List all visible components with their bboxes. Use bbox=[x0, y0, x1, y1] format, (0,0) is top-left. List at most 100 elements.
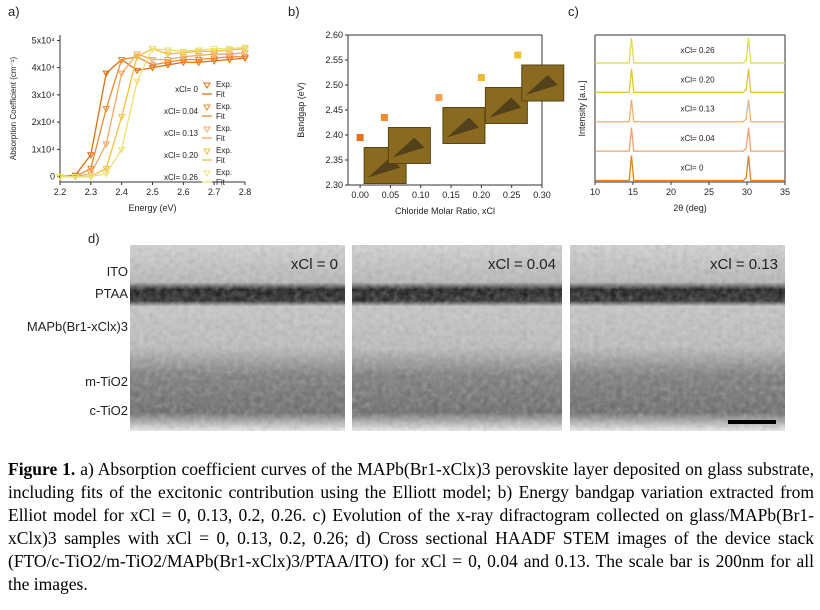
series-label: xCl= 0 bbox=[681, 164, 704, 173]
legend-entry: Exp. bbox=[216, 102, 232, 111]
x-tick-label: 2.7 bbox=[208, 187, 221, 197]
y-tick-label: 5x10⁴ bbox=[32, 35, 56, 45]
data-point bbox=[210, 46, 219, 53]
data-point bbox=[241, 46, 249, 53]
layer-label: ITO bbox=[107, 264, 128, 279]
data-point bbox=[86, 165, 95, 173]
series-line bbox=[595, 37, 785, 64]
data-point bbox=[194, 59, 203, 67]
layer-label: m-TiO2 bbox=[85, 374, 128, 389]
x-axis-label: Chloride Molar Ratio, xCl bbox=[395, 206, 495, 216]
panel-d: d) ITO PTAA MAPb(Br1-xClx)3 m-TiO2 c-TiO… bbox=[27, 231, 785, 431]
series-line bbox=[595, 127, 785, 152]
series-label: xCl= 0.04 bbox=[681, 134, 716, 143]
scale-bar bbox=[728, 420, 776, 424]
legend-label: xCl= 0.04 bbox=[164, 107, 199, 116]
x-tick-label: 2.5 bbox=[146, 187, 159, 197]
data-point bbox=[117, 146, 126, 154]
y-tick-label: 1x10⁴ bbox=[32, 144, 56, 154]
legend-entry: Fit bbox=[216, 90, 226, 99]
y-tick-label: 2.45 bbox=[325, 105, 343, 115]
image-label: xCl = 0.04 bbox=[488, 256, 556, 273]
series-line bbox=[60, 46, 246, 178]
x-tick-label: 15 bbox=[628, 187, 638, 197]
y-axis-label: Absorption Coefficient (cm⁻¹) bbox=[9, 57, 18, 161]
x-tick-label: 2.3 bbox=[85, 187, 98, 197]
legend-label: xCl= 0.13 bbox=[164, 129, 199, 138]
data-point bbox=[380, 114, 388, 121]
x-tick-label: 35 bbox=[780, 187, 790, 197]
data-point bbox=[194, 47, 203, 54]
legend-entry: Fit bbox=[216, 134, 226, 143]
data-point bbox=[356, 134, 364, 141]
y-tick-label: 2.30 bbox=[325, 180, 343, 190]
data-point bbox=[102, 171, 111, 178]
image-label: xCl = 0 bbox=[291, 256, 338, 273]
x-tick-label: 0.10 bbox=[412, 190, 430, 200]
legend-marker bbox=[203, 104, 211, 111]
panel-label: d) bbox=[88, 231, 100, 246]
layer-label: PTAA bbox=[95, 286, 128, 301]
stem-image bbox=[352, 245, 562, 431]
x-tick-label: 0.20 bbox=[473, 190, 491, 200]
y-tick-label: 2x10⁴ bbox=[32, 117, 56, 127]
legend-entry: Exp. bbox=[216, 168, 232, 177]
y-tick-label: 0 bbox=[50, 172, 55, 182]
data-point bbox=[117, 57, 126, 64]
data-point bbox=[117, 70, 126, 78]
legend-entry: Exp. bbox=[216, 146, 232, 155]
y-axis-label: Bandgap (eV) bbox=[296, 82, 306, 138]
series-line bbox=[595, 99, 785, 123]
x-tick-label: 0.30 bbox=[533, 190, 551, 200]
data-point bbox=[133, 54, 141, 61]
x-tick-label: 10 bbox=[590, 187, 600, 197]
legend-entry: Exp. bbox=[216, 80, 232, 89]
panel-label: c) bbox=[568, 4, 579, 19]
x-tick-label: 2.8 bbox=[239, 187, 252, 197]
caption-text: a) Absorption coefficient curves of the … bbox=[8, 459, 814, 594]
data-point bbox=[225, 46, 234, 53]
x-tick-label: 20 bbox=[666, 187, 676, 197]
photo-detail bbox=[489, 97, 522, 118]
layer-label: c-TiO2 bbox=[89, 403, 128, 418]
y-tick-label: 4x10⁴ bbox=[32, 63, 56, 73]
series-label: xCl= 0.26 bbox=[681, 46, 716, 55]
data-point bbox=[71, 174, 80, 181]
series-line bbox=[60, 56, 245, 178]
y-tick-label: 2.35 bbox=[325, 155, 343, 165]
chart-c: c) 10 15 20 25 30 35 2θ (deg) Intensity [a.u.] xC… bbox=[568, 4, 790, 213]
legend-entry: Fit bbox=[216, 156, 226, 165]
data-point bbox=[148, 57, 157, 64]
legend-marker bbox=[203, 126, 211, 133]
data-point bbox=[102, 141, 111, 148]
legend-label: xCl= 0.20 bbox=[164, 151, 199, 160]
y-axis-label: Intensity [a.u.] bbox=[577, 80, 587, 136]
chart-a: a) 2.2 2.3 2.4 2.5 2.6 2.7 2.8 0 1x10⁴ 2x10⁴ 3x10⁴ 4… bbox=[8, 4, 252, 213]
series-line bbox=[595, 68, 785, 93]
stem-image bbox=[570, 245, 785, 431]
x-tick-label: 0.25 bbox=[503, 190, 521, 200]
y-tick-label: 2.55 bbox=[325, 55, 343, 65]
series-line bbox=[595, 155, 785, 182]
y-tick-label: 2.50 bbox=[325, 80, 343, 90]
legend-marker bbox=[203, 170, 211, 177]
x-tick-label: 0.15 bbox=[442, 190, 460, 200]
legend-entry: Fit bbox=[216, 178, 226, 187]
x-tick-label: 0.00 bbox=[351, 190, 369, 200]
caption: Figure 1. a) Absorption coefficient curv… bbox=[8, 458, 814, 596]
data-point bbox=[477, 74, 485, 81]
legend-label: xCl= 0.26 bbox=[164, 173, 199, 182]
data-point bbox=[56, 174, 64, 181]
data-point bbox=[225, 54, 234, 61]
data-point bbox=[210, 48, 219, 56]
legend-marker bbox=[203, 82, 211, 89]
caption-label: Figure 1. bbox=[8, 459, 76, 479]
data-point bbox=[164, 59, 172, 67]
data-point bbox=[102, 165, 111, 173]
data-point bbox=[102, 70, 111, 78]
data-point bbox=[435, 94, 443, 101]
legend-label: xCl= 0 bbox=[175, 85, 198, 94]
data-point bbox=[210, 58, 219, 65]
panel-label: b) bbox=[288, 4, 300, 19]
